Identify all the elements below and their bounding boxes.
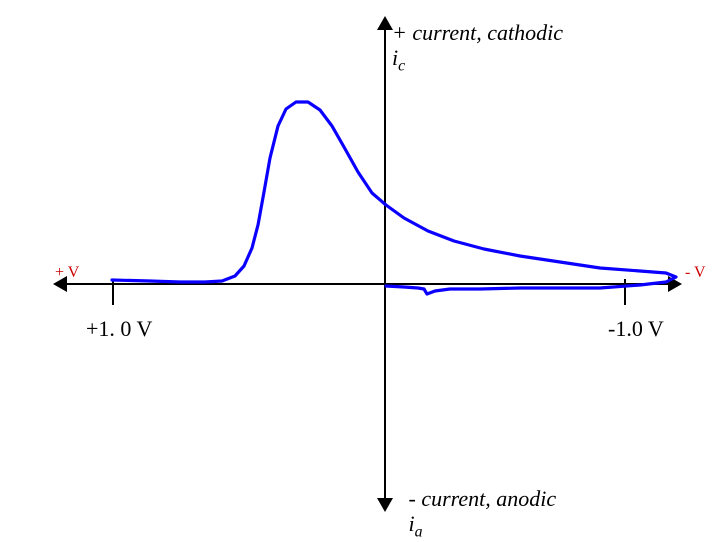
cathodic-label-line2: ic [392,45,405,75]
plus-1v-tick-label: +1. 0 V [86,316,152,342]
voltammogram-chart [0,0,720,540]
negative-v-label: - V [685,263,706,282]
positive-v-label: + V [55,263,79,282]
cathodic-label-line1: + current, cathodic [392,20,563,46]
minus-1v-tick-label: -1.0 V [608,316,664,342]
anodic-label-line2: ia [392,485,423,542]
